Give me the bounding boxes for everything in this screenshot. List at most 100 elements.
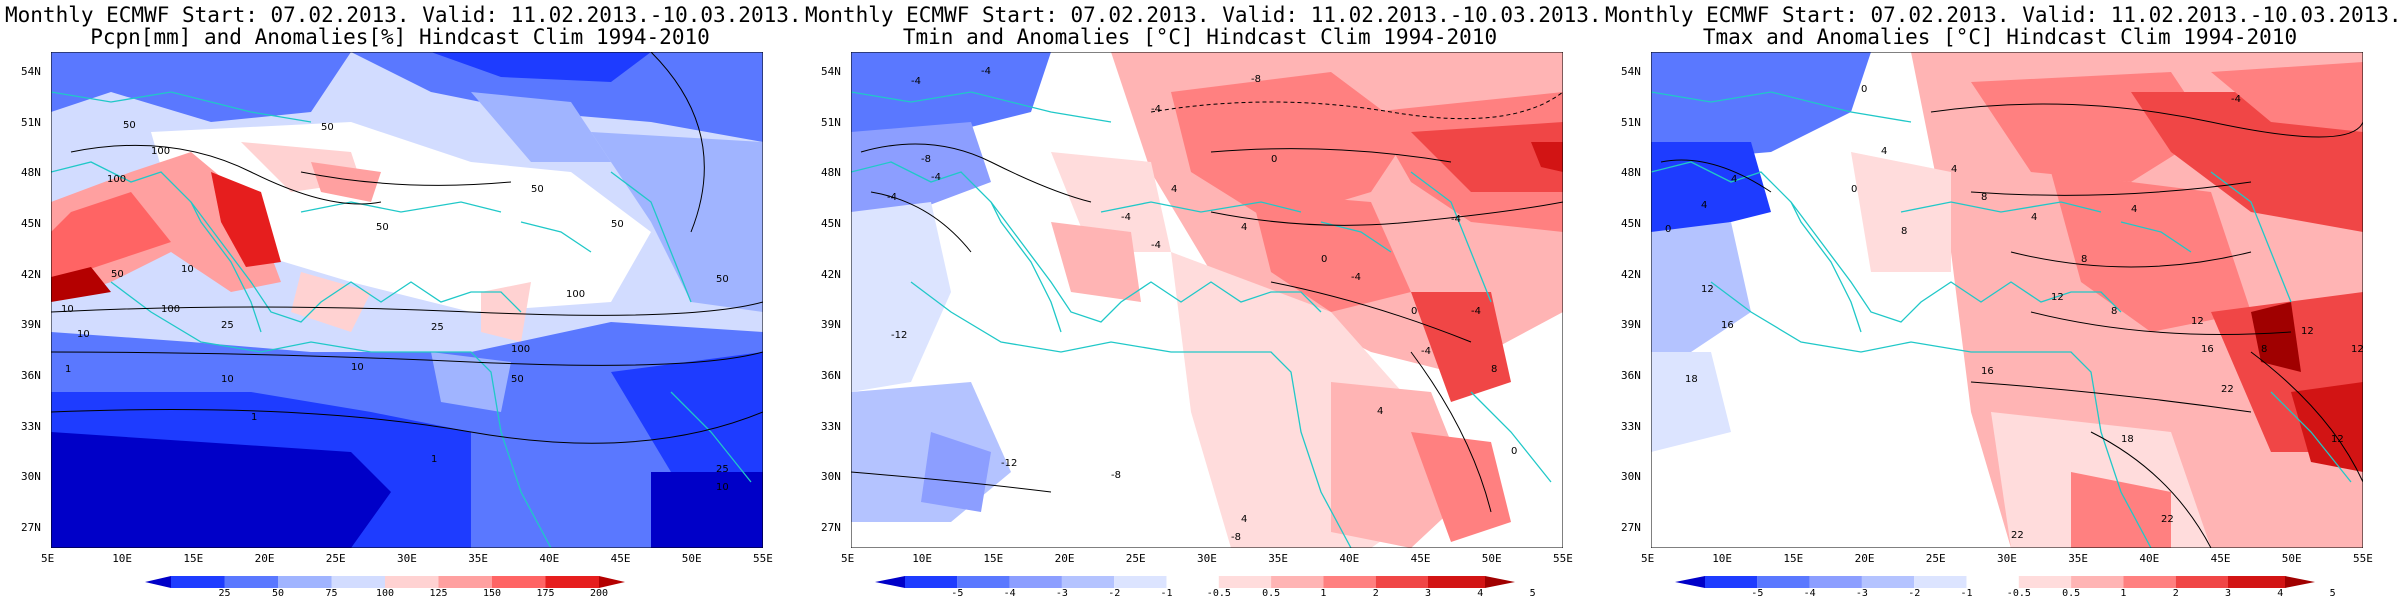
contour-label: 4 [1701, 200, 1707, 211]
colorbar-label: 175 [536, 588, 555, 599]
contour-label: 0 [1511, 446, 1517, 457]
contour-label: -8 [1251, 74, 1261, 85]
colorbar-label: 0.5 [1262, 588, 1281, 599]
lat-tick-label: 39N [1621, 318, 1641, 332]
lon-tick-label: 55E [1553, 552, 1573, 565]
colorbar-label: -3 [1055, 588, 1068, 599]
colorbar-label: -1 [1160, 588, 1173, 599]
colorbar-label: 200 [590, 588, 609, 599]
panel-title-line1: Monthly ECMWF Start: 07.02.2013. Valid: … [1605, 3, 2400, 27]
contour-label: 4 [1171, 184, 1177, 195]
lon-tick-label: 30E [1997, 552, 2017, 565]
lat-tick-label: 48N [21, 166, 41, 180]
contour-label: 12 [2351, 344, 2363, 355]
contour-label: 0 [1665, 224, 1671, 235]
tmax-panel: Monthly ECMWF Start: 07.02.2013. Valid: … [1605, 0, 2400, 600]
lon-tick-label: 45E [1410, 552, 1431, 565]
colorbar-label: 75 [325, 588, 338, 599]
lon-tick-label: 45E [610, 552, 631, 565]
lat-tick-label: 45N [821, 217, 841, 230]
lon-tick-label: 35E [468, 552, 489, 565]
colorbar-label: 2 [1372, 588, 1379, 599]
lat-tick-label: 54N [821, 65, 841, 78]
colorbar-label: -5 [951, 588, 964, 599]
contour-label: 12 [2331, 434, 2344, 445]
colorbar-label: 25 [218, 588, 231, 599]
contour-label: 0 [1851, 184, 1857, 195]
lon-tick-label: 50E [1481, 552, 1502, 565]
contour-label: 4 [1951, 164, 1957, 175]
tmin-map: -4 -4 -8 -4 -8 -4 -4 0 4 -4 4 -4 0 -4 -4… [851, 52, 1563, 548]
precip-map: 100 50 100 50 50 100 10 50 50 50 100 10 … [51, 52, 763, 548]
contour-label: 100 [566, 289, 585, 300]
contour-label: 50 [611, 219, 624, 230]
panel-title-line2: Pcpn[mm] and Anomalies[%] Hindcast Clim … [90, 25, 710, 49]
contour-label: 100 [511, 344, 530, 355]
lon-tick-label: 30E [397, 552, 417, 565]
contour-label: 10 [716, 482, 729, 493]
lat-tick-label: 36N [821, 369, 841, 382]
contour-label: -4 [1151, 240, 1161, 251]
lon-tick-label: 45E [2210, 552, 2231, 565]
contour-label: 8 [1981, 192, 1987, 203]
contour-label: 8 [2111, 306, 2117, 317]
lon-tick-label: 5E [841, 552, 855, 565]
colorbar-label: 100 [376, 588, 395, 599]
contour-label: 50 [511, 374, 524, 385]
contour-label: 16 [2201, 344, 2214, 355]
contour-label: 10 [61, 304, 74, 315]
contour-label: 22 [2161, 514, 2174, 525]
contour-label: 16 [1981, 366, 1994, 377]
lon-tick-label: 50E [2281, 552, 2302, 565]
contour-label: 0 [1271, 154, 1277, 165]
colorbar-label: 5 [2329, 588, 2336, 599]
colorbar-label: -0.5 [1206, 588, 1231, 599]
contour-label: 4 [1241, 514, 1247, 525]
contour-label: 4 [2031, 212, 2037, 223]
contour-label: 18 [1685, 374, 1698, 385]
lon-tick-label: 15E [1783, 552, 1804, 565]
colorbar-label: -4 [1803, 588, 1816, 599]
contour-label: 50 [716, 274, 729, 285]
lon-tick-label: 10E [1712, 552, 1733, 565]
lat-tick-label: 27N [821, 521, 841, 534]
colorbar-label: 50 [272, 588, 285, 599]
contour-label: 50 [376, 222, 389, 233]
contour-label: -8 [1231, 532, 1241, 543]
colorbar-label: 150 [483, 588, 502, 599]
contour-label: 4 [1881, 146, 1887, 157]
contour-label: -8 [921, 154, 931, 165]
panel-title-line1: Monthly ECMWF Start: 07.02.2013. Valid: … [5, 3, 802, 27]
lat-tick-label: 30N [1621, 470, 1641, 484]
colorbar-label: 1 [2120, 588, 2127, 599]
lon-tick-label: 20E [1854, 552, 1875, 565]
contour-label: -12 [1001, 458, 1017, 469]
lon-tick-label: 25E [325, 552, 346, 565]
contour-label: 50 [531, 184, 544, 195]
colorbar-label: 4 [2277, 588, 2284, 599]
lon-tick-label: 40E [1339, 552, 1360, 565]
lat-tick-label: 33N [21, 419, 41, 433]
lon-tick-label: 20E [1054, 552, 1075, 565]
colorbar-label: -2 [1908, 588, 1921, 599]
colorbar-label: 5 [1529, 588, 1536, 599]
panel-title-line2: Tmin and Anomalies [°C] Hindcast Clim 19… [902, 25, 1498, 49]
contour-label: 100 [107, 174, 126, 185]
contour-label: 8 [1491, 364, 1497, 375]
tmax-map: 0 -4 4 4 8 4 0 8 12 8 4 12 8 12 12 16 18… [1651, 52, 2363, 548]
contour-label: 50 [123, 120, 136, 131]
contour-label: -4 [931, 172, 941, 183]
contour-label: -4 [1471, 306, 1481, 317]
contour-label: 4 [1377, 406, 1383, 417]
contour-label: 4 [1241, 222, 1247, 233]
contour-label: 12 [2051, 292, 2064, 303]
contour-label: 12 [2301, 326, 2314, 337]
contour-label: -12 [891, 330, 907, 341]
lon-tick-label: 15E [983, 552, 1004, 565]
contour-label: 18 [2121, 434, 2134, 445]
contour-label: -4 [1451, 214, 1461, 225]
contour-label: 8 [2081, 254, 2087, 265]
lon-tick-label: 35E [2068, 552, 2089, 565]
colorbar-label: -5 [1751, 588, 1764, 599]
lat-tick-label: 42N [1621, 267, 1641, 281]
